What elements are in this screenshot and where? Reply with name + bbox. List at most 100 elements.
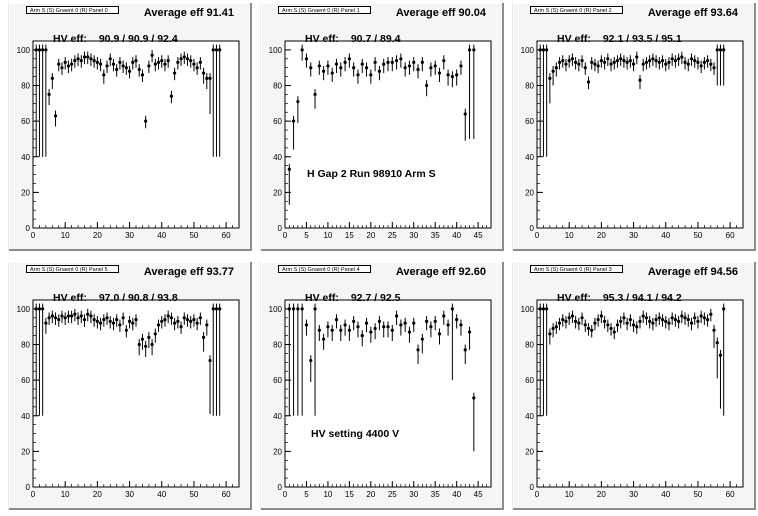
y-tick-label: 60 — [21, 117, 30, 126]
data-point — [218, 48, 222, 52]
x-tick-label: 30 — [125, 490, 134, 499]
y-tick-label: 60 — [273, 376, 282, 385]
data-point — [166, 314, 170, 318]
data-point — [41, 307, 45, 311]
data-point — [296, 99, 300, 104]
data-point — [317, 64, 321, 68]
data-point — [394, 314, 399, 318]
data-point — [425, 319, 429, 323]
data-point — [330, 71, 334, 75]
hv-eff-text: HV eff: 97.0 / 90.8 / 93.8 — [53, 292, 178, 304]
data-point — [313, 307, 317, 311]
x-tick-label: 10 — [61, 231, 70, 240]
data-point — [667, 321, 671, 325]
data-point — [715, 341, 719, 345]
data-point — [115, 67, 119, 72]
data-point — [635, 55, 639, 59]
x-tick-label: 25 — [388, 490, 397, 499]
data-point — [718, 48, 723, 52]
data-point — [609, 62, 613, 66]
data-point — [442, 58, 446, 63]
data-point — [615, 58, 620, 63]
data-point — [34, 307, 38, 311]
data-point — [211, 48, 215, 52]
data-point — [356, 73, 360, 77]
data-point — [390, 328, 394, 332]
data-point — [702, 316, 706, 320]
data-point — [176, 319, 180, 323]
x-tick-label: 0 — [535, 231, 540, 240]
x-tick-label: 20 — [93, 490, 102, 499]
data-point — [339, 66, 343, 70]
plot-frame — [32, 299, 240, 488]
data-point — [95, 60, 99, 64]
average-eff-value: 93.64 — [710, 7, 738, 19]
data-point — [34, 48, 38, 52]
data-point — [76, 57, 80, 61]
y-tick-label: 80 — [525, 82, 534, 91]
data-point — [416, 348, 420, 352]
data-point — [412, 321, 416, 325]
data-point — [538, 48, 542, 52]
x-tick-label: 15 — [345, 231, 354, 240]
x-tick-label: 30 — [409, 490, 418, 499]
data-point — [98, 62, 103, 66]
data-point — [680, 55, 684, 59]
panel-tab-label: Arm S (S) Gnaent 0 (R) Panel 0 — [26, 6, 119, 14]
x-tick-label: 10 — [565, 231, 574, 240]
data-point — [654, 58, 658, 63]
data-point — [715, 48, 719, 52]
data-point — [722, 48, 726, 52]
plot-frame — [32, 40, 240, 229]
data-point — [140, 337, 145, 341]
data-point — [722, 307, 726, 311]
data-point — [185, 317, 190, 322]
data-point — [644, 316, 649, 320]
data-point — [437, 71, 442, 75]
data-point — [95, 319, 99, 323]
data-point — [150, 342, 154, 347]
data-point — [89, 314, 93, 318]
data-point — [127, 319, 132, 323]
data-point — [416, 67, 420, 72]
data-point — [317, 328, 321, 332]
data-point — [195, 321, 199, 325]
data-point — [429, 325, 433, 329]
panel-0: Arm S (S) Gnaent 0 (R) Panel 0 Average e… — [8, 3, 252, 251]
data-point — [693, 316, 697, 320]
average-eff-value: 94.56 — [710, 266, 738, 278]
data-point — [144, 119, 148, 123]
data-point — [612, 330, 616, 334]
panel-tab-label: Arm S (S) Gnaent 0 (R) Panel 4 — [278, 265, 371, 273]
data-point — [651, 321, 655, 325]
data-point — [545, 307, 549, 311]
data-point — [53, 114, 58, 118]
data-point — [654, 317, 658, 322]
x-tick-label: 10 — [323, 231, 332, 240]
x-tick-label: 15 — [345, 490, 354, 499]
data-point — [76, 316, 80, 320]
data-point — [160, 58, 164, 63]
data-point — [356, 325, 360, 329]
y-tick-label: 60 — [273, 117, 282, 126]
data-point — [399, 57, 403, 61]
data-point — [673, 58, 678, 63]
data-point — [137, 342, 141, 347]
x-tick-label: 0 — [535, 490, 540, 499]
data-point — [705, 317, 710, 322]
data-point — [169, 316, 174, 320]
data-point — [300, 307, 304, 311]
data-point — [208, 76, 212, 80]
data-point — [189, 58, 193, 63]
y-tick-label: 40 — [273, 153, 282, 162]
data-point — [50, 76, 54, 80]
y-tick-label: 60 — [525, 376, 534, 385]
data-point — [577, 62, 581, 66]
data-point — [205, 323, 209, 327]
panel-1: Arm S (S) Gnaent 0 (R) Panel 1 Average e… — [260, 3, 504, 251]
data-point — [73, 58, 77, 63]
data-point — [631, 62, 636, 66]
data-point — [134, 317, 138, 322]
data-point — [667, 60, 671, 64]
data-point — [47, 316, 51, 320]
